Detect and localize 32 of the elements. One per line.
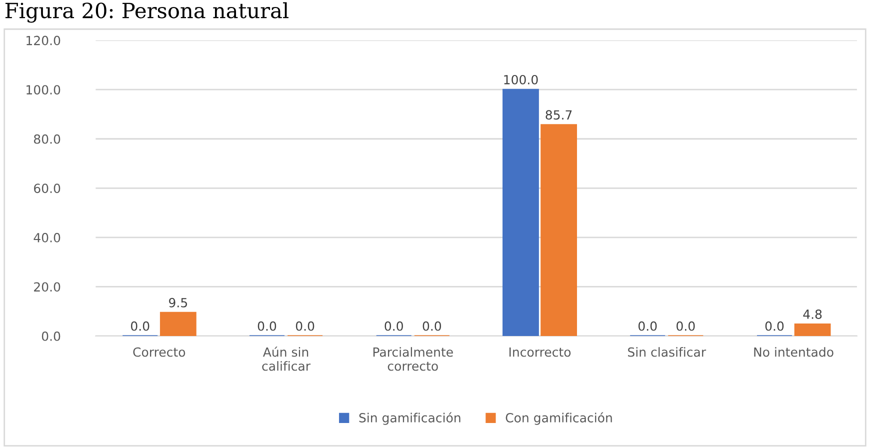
y-tick-label: 60.0: [34, 184, 60, 194]
data-label: 4.8: [803, 310, 822, 319]
bar: [540, 124, 577, 336]
x-tick-label: Incorrecto: [509, 347, 571, 357]
data-label: 0.0: [676, 321, 695, 331]
data-label: 85.7: [546, 110, 572, 120]
legend-label: Con gamificación: [506, 412, 612, 425]
chart-title: Figura 20: Persona natural: [6, 2, 288, 23]
data-label: 9.5: [169, 298, 188, 308]
y-tick-label: 80.0: [34, 134, 60, 144]
data-label: 0.0: [296, 321, 314, 331]
y-tick-label: 100.0: [26, 85, 60, 95]
x-tick-label: Sin clasificar: [628, 347, 706, 357]
bar: [794, 323, 831, 336]
data-label: 100.0: [504, 74, 538, 84]
y-tick-label: 0.0: [42, 331, 60, 341]
data-label: 0.0: [130, 321, 150, 331]
y-tick-label: 20.0: [34, 282, 60, 292]
data-label: 0.0: [384, 321, 403, 331]
legend-label: Sin gamificación: [359, 412, 460, 425]
x-tick-label: Correcto: [133, 347, 186, 357]
x-tick-label: Parcialmente correcto: [373, 347, 453, 371]
y-tick-label: 40.0: [34, 232, 60, 242]
data-label: 0.0: [638, 321, 657, 331]
bar: [160, 312, 196, 336]
data-label: 0.0: [765, 321, 784, 331]
bar: [502, 88, 539, 336]
x-tick-label: Aún sin calificar: [262, 346, 311, 371]
x-tick-label: No intentado: [754, 347, 834, 357]
data-label: 0.0: [422, 321, 442, 331]
data-label: 0.0: [258, 321, 276, 331]
y-tick-label: 120.0: [26, 36, 60, 46]
